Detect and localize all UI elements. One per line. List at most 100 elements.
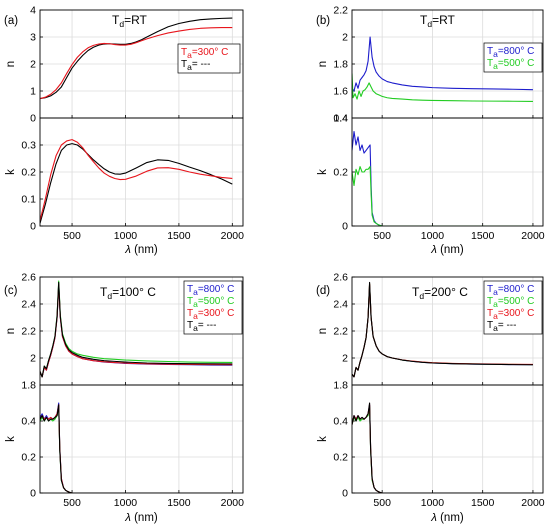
- legend-entry: Ta=300° C: [487, 308, 534, 321]
- bottom-xtick-label: 1500: [167, 230, 191, 242]
- n-series-line-0: [352, 36, 533, 92]
- bottom-xtick-label: 1500: [167, 497, 191, 509]
- panel-c: 1.8 2 2.2 2.4 2.6 n 0 0.2 0.4 500 1000 1500 2000 k λ (…: [4, 272, 244, 525]
- panel-label: (b): [316, 15, 330, 27]
- bottom-series: [352, 402, 533, 493]
- bottom-ylabel: k: [317, 169, 329, 175]
- legend-entry: Ta=300° C: [181, 47, 228, 60]
- x-axis-label: λ (nm): [430, 244, 464, 256]
- legend-entry: Ta=800° C: [487, 46, 534, 59]
- top-ytick-label: 2.6: [21, 272, 36, 284]
- legend-entry: Ta= ---: [187, 320, 216, 333]
- bottom-ytick-label: 0.2: [333, 452, 348, 464]
- bottom-frame: [39, 117, 244, 227]
- bottom-xtick-label: 500: [373, 230, 391, 242]
- legend-entry: Ta=500° C: [487, 296, 534, 309]
- legend: Ta=800° CTa=500° C: [483, 42, 543, 73]
- annotation-td: Td=RT: [420, 13, 456, 29]
- bottom-ytick-label: 0: [342, 488, 348, 500]
- bottom-series: [40, 139, 233, 224]
- bottom-xtick-label: 2000: [221, 497, 245, 509]
- top-series: [352, 36, 533, 102]
- bottom-xtick-label: 2000: [521, 497, 545, 509]
- top-ytick-label: 2: [30, 59, 36, 71]
- top-ytick-label: 1.8: [21, 380, 36, 392]
- bottom-ytick-label: 0.3: [21, 140, 36, 152]
- legend-box: [483, 280, 543, 335]
- top-ytick-label: 2: [342, 32, 348, 44]
- legend-entry: Ta=300° C: [187, 308, 234, 321]
- top-ytick-label: 4: [30, 5, 36, 17]
- panel-label: (d): [316, 285, 330, 297]
- top-ylabel: n: [317, 328, 329, 334]
- bottom-ylabel: k: [5, 436, 17, 442]
- top-ytick-label: 1: [30, 86, 36, 98]
- k-series-line-1: [352, 166, 533, 226]
- bottom-xtick-label: 1000: [114, 497, 138, 509]
- bottom-series: [40, 402, 233, 493]
- top-ytick-label: 2: [342, 353, 348, 365]
- bottom-xtick-label: 2000: [521, 230, 545, 242]
- bottom-ytick-label: 0.1: [21, 194, 36, 206]
- x-axis-label: λ (nm): [124, 244, 158, 256]
- legend-entry: Ta=500° C: [187, 296, 234, 309]
- legend-box: [183, 280, 243, 335]
- top-ytick-label: 1.8: [333, 59, 348, 71]
- top-series: [40, 280, 233, 378]
- bottom-xtick-label: 500: [373, 497, 391, 509]
- bottom-series: [352, 130, 533, 226]
- legend: Ta=800° CTa=500° CTa=300° CTa= ---: [183, 280, 243, 335]
- n-series-line-1: [352, 73, 533, 102]
- top-ytick-label: 3: [30, 32, 36, 44]
- bottom-xtick-label: 1500: [471, 497, 495, 509]
- annotation-td: Td=100° C: [100, 285, 156, 301]
- top-ytick-label: 1.6: [333, 86, 348, 98]
- n-series-line-3: [352, 281, 533, 378]
- legend: Ta=300° CTa= ---: [177, 43, 241, 74]
- bottom-ytick-label: 0.4: [21, 416, 36, 428]
- bottom-frame: [351, 117, 544, 227]
- top-ytick-label: 1.8: [333, 380, 348, 392]
- bottom-xtick-label: 2000: [221, 230, 245, 242]
- bottom-ylabel: k: [317, 436, 329, 442]
- k-series-line-0: [40, 143, 233, 224]
- top-ylabel: n: [317, 61, 329, 67]
- top-ytick-label: 2.2: [21, 326, 36, 338]
- bottom-ytick-label: 0.4: [333, 113, 348, 125]
- k-series-line-3: [40, 404, 233, 493]
- legend-box: [483, 42, 543, 73]
- top-ylabel: n: [5, 61, 17, 67]
- top-ytick-label: 2.2: [333, 326, 348, 338]
- x-axis-label: λ (nm): [124, 512, 158, 524]
- bottom-xtick-label: 1000: [114, 230, 138, 242]
- top-ytick-label: 2.4: [333, 299, 348, 311]
- top-ytick-label: 2: [30, 353, 36, 365]
- top-series: [40, 17, 233, 100]
- x-axis-label: λ (nm): [430, 512, 464, 524]
- legend-entry: Ta= ---: [487, 320, 516, 333]
- bottom-xtick-label: 1000: [421, 230, 445, 242]
- top-ytick-label: 1.4: [333, 113, 348, 125]
- panel-label: (c): [4, 285, 18, 297]
- panel-b: 1.4 1.6 1.8 2 2.2 n 0 0.2 0.4 500 1000 1500 2000 k λ (…: [316, 5, 545, 257]
- legend: Ta=800° CTa=500° CTa=300° CTa= ---: [483, 280, 543, 335]
- annotation-td: Td=RT: [112, 13, 148, 29]
- n-series-line-1: [40, 27, 233, 100]
- k-series-line-1: [40, 139, 233, 221]
- panel-label: (a): [4, 15, 18, 27]
- bottom-frame: [39, 384, 244, 494]
- bottom-xtick-label: 500: [63, 230, 81, 242]
- bottom-ytick-label: 0: [30, 488, 36, 500]
- top-ytick-label: 2.6: [333, 272, 348, 284]
- bottom-xtick-label: 1500: [471, 230, 495, 242]
- legend-entry: Ta=500° C: [487, 58, 534, 71]
- bottom-ylabel: k: [5, 169, 17, 175]
- bottom-ytick-label: 0: [30, 221, 36, 233]
- bottom-frame: [351, 384, 544, 494]
- bottom-ytick-label: 0.2: [21, 452, 36, 464]
- bottom-ytick-label: 0.4: [333, 416, 348, 428]
- panel-d: 1.8 2 2.2 2.4 2.6 n 0 0.2 0.4 500 1000 1500 2000 k λ (…: [316, 272, 545, 525]
- top-ylabel: n: [5, 328, 17, 334]
- bottom-xtick-label: 500: [63, 497, 81, 509]
